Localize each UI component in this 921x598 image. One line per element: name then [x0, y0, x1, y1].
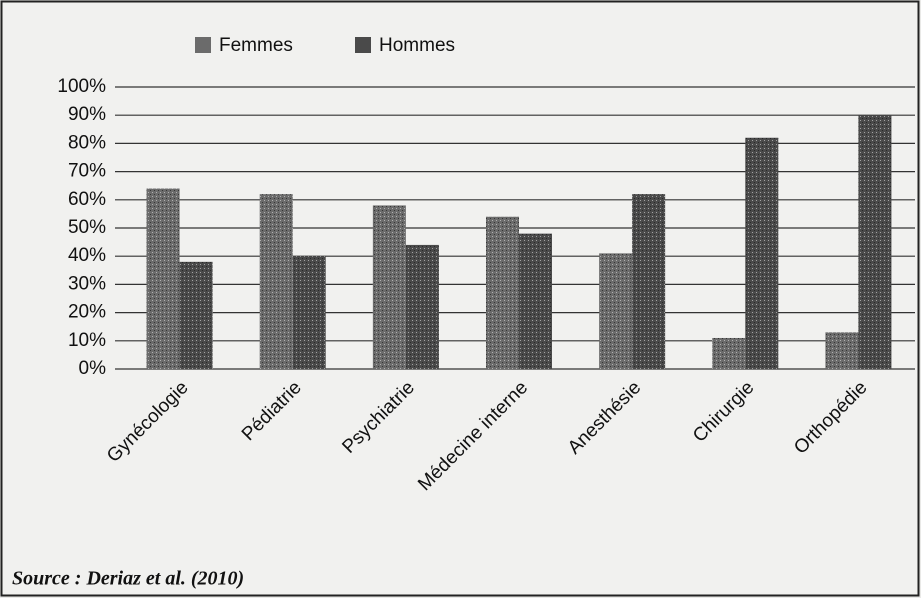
y-tick-label: 70%: [68, 161, 106, 182]
bar-texture: [599, 253, 633, 369]
y-tick-label: 40%: [68, 245, 106, 266]
bar-texture: [519, 233, 552, 369]
bar-texture: [292, 256, 326, 369]
bar-texture: [486, 216, 519, 369]
legend-label: Femmes: [219, 35, 293, 56]
y-tick-label: 60%: [68, 189, 106, 210]
y-tick-label: 80%: [68, 132, 106, 153]
bar-texture: [405, 244, 439, 369]
bar-texture: [146, 188, 180, 369]
bar-texture: [372, 205, 406, 369]
bar-texture: [712, 337, 746, 369]
y-tick-label: 50%: [68, 217, 106, 238]
bar-texture: [632, 194, 666, 369]
legend-label: Hommes: [379, 35, 455, 56]
y-tick-label: 10%: [68, 330, 106, 351]
bar-texture: [745, 137, 779, 369]
legend-swatch: [195, 37, 211, 53]
legend-swatch: [355, 37, 371, 53]
bar-texture: [858, 115, 892, 369]
source: Source : Deriaz et al. (2010): [12, 568, 244, 590]
y-tick-label: 0%: [79, 358, 107, 379]
y-tick-label: 30%: [68, 273, 106, 294]
y-tick-label: 100%: [57, 76, 106, 97]
bar-texture: [259, 194, 293, 369]
y-tick-label: 90%: [68, 104, 106, 125]
bar-texture: [825, 332, 859, 369]
y-tick-label: 20%: [68, 302, 106, 323]
bar-texture: [179, 261, 213, 369]
